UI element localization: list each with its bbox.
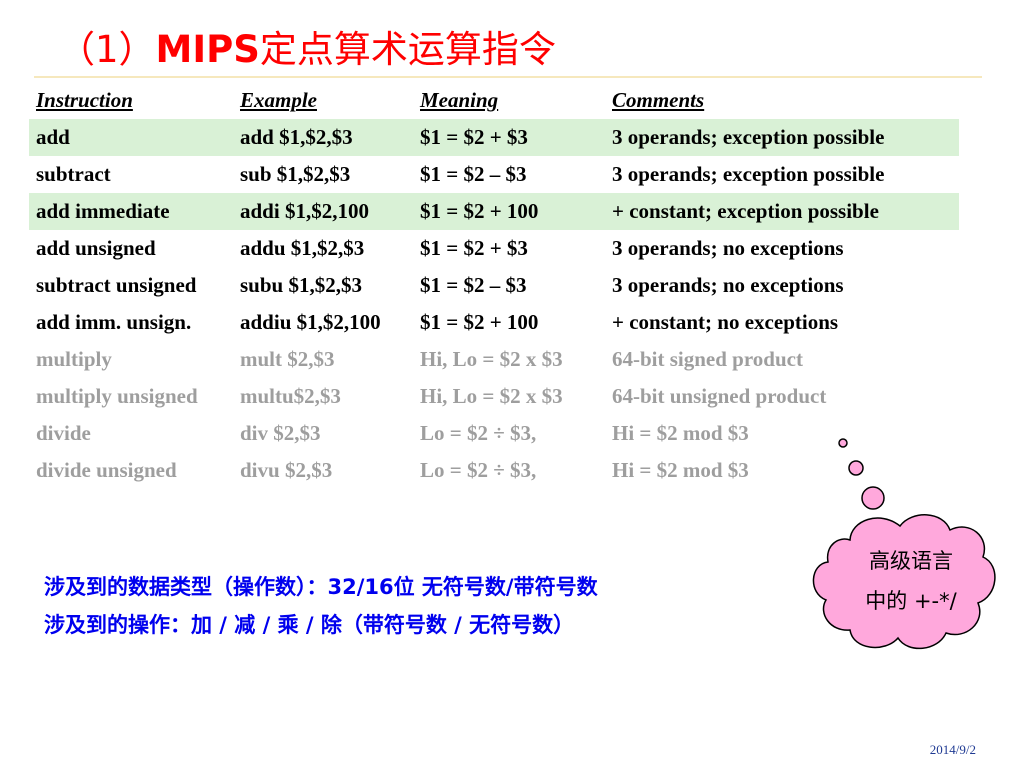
cell-example: divu $2,$3 <box>240 458 333 482</box>
cell-meaning: Lo = $2 ÷ $3, <box>420 458 537 482</box>
cell-meaning: $1 = $2 + $3 <box>413 119 605 156</box>
table-row: add add $1,$2,$3 $1 = $2 + $3 3 operands; e… <box>29 119 959 156</box>
cell-example: add $1,$2,$3 <box>233 119 413 156</box>
cell-comments: 3 operands; no exceptions <box>612 273 844 297</box>
cell-comments: 3 operands; exception possible <box>612 162 885 186</box>
cell-comments: Hi = $2 mod $3 <box>612 458 749 482</box>
table-row: divide div $2,$3 Lo = $2 ÷ $3, Hi = $2 mod … <box>29 415 959 452</box>
header-example: Example <box>240 88 317 112</box>
cell-meaning: Hi, Lo = $2 x $3 <box>420 384 563 408</box>
cell-comments: 3 operands; exception possible <box>605 119 959 156</box>
cell-instruction: add immediate <box>29 193 233 230</box>
table-row: subtract unsigned subu $1,$2,$3 $1 = $2 – … <box>29 267 959 304</box>
cell-instruction: subtract <box>36 162 111 186</box>
cell-example: div $2,$3 <box>240 421 321 445</box>
cell-example: sub $1,$2,$3 <box>240 162 351 186</box>
cell-comments: 3 operands; no exceptions <box>612 236 844 260</box>
cell-instruction: subtract unsigned <box>36 273 197 297</box>
cell-meaning: $1 = $2 + $3 <box>420 236 528 260</box>
cell-example: mult $2,$3 <box>240 347 335 371</box>
cell-meaning: $1 = $2 + 100 <box>420 310 539 334</box>
note-data-types: 涉及到的数据类型（操作数）：32/16位 无符号数/带符号数 <box>44 575 598 599</box>
notes-block: 涉及到的数据类型（操作数）：32/16位 无符号数/带符号数 涉及到的操作：加 … <box>44 568 598 644</box>
cell-comments: 64-bit signed product <box>612 347 803 371</box>
cell-example: subu $1,$2,$3 <box>240 273 362 297</box>
header-meaning: Meaning <box>420 88 499 112</box>
note-operations: 涉及到的操作：加 / 减 / 乘 / 除（带符号数 / 无符号数） <box>44 613 575 637</box>
cell-instruction: multiply <box>36 347 112 371</box>
header-instruction: Instruction <box>36 88 133 112</box>
table-body: add add $1,$2,$3 $1 = $2 + $3 3 operands; e… <box>29 119 959 489</box>
cell-example: addi $1,$2,100 <box>233 193 413 230</box>
table-row: multiply mult $2,$3 Hi, Lo = $2 x $3 64-bit… <box>29 341 959 378</box>
bubble-text: 高级语言 中的 +-*/ <box>836 541 986 621</box>
cell-instruction: add unsigned <box>36 236 156 260</box>
table-row: add imm. unsign. addiu $1,$2,100 $1 = $2 +… <box>29 304 959 341</box>
cell-meaning: $1 = $2 – $3 <box>420 273 527 297</box>
slide-title-prefix: （1） <box>58 28 156 71</box>
table-row: subtract sub $1,$2,$3 $1 = $2 – $3 3 operan… <box>29 156 959 193</box>
cell-comments: + constant; exception possible <box>605 193 959 230</box>
cell-comments: + constant; no exceptions <box>612 310 839 334</box>
title-divider <box>34 76 982 78</box>
cell-instruction: add imm. unsign. <box>36 310 192 334</box>
instruction-table: Instruction Example Meaning Comments add… <box>29 82 959 489</box>
cell-meaning: Lo = $2 ÷ $3, <box>420 421 537 445</box>
bubble-line-2: 中的 +-*/ <box>865 589 957 613</box>
cell-instruction: divide <box>36 421 91 445</box>
header-comments: Comments <box>612 88 705 112</box>
cell-example: addu $1,$2,$3 <box>240 236 365 260</box>
cell-example: addiu $1,$2,100 <box>240 310 381 334</box>
slide-title: （1）MIPS定点算术运算指令 <box>58 26 556 74</box>
cell-meaning: Hi, Lo = $2 x $3 <box>420 347 563 371</box>
slide-title-mips: MIPS <box>155 28 260 71</box>
cell-comments: Hi = $2 mod $3 <box>612 421 749 445</box>
cell-meaning: $1 = $2 + 100 <box>413 193 605 230</box>
cell-instruction: divide unsigned <box>36 458 177 482</box>
table-row: add immediate addi $1,$2,100 $1 = $2 + 100… <box>29 193 959 230</box>
cell-instruction: add <box>29 119 233 156</box>
table-row: divide unsigned divu $2,$3 Lo = $2 ÷ $3, Hi… <box>29 452 959 489</box>
slide-title-rest: 定点算术运算指令 <box>259 28 556 71</box>
table-row: add unsigned addu $1,$2,$3 $1 = $2 + $3 3 o… <box>29 230 959 267</box>
table-row: multiply unsigned multu$2,$3 Hi, Lo = $2 x… <box>29 378 959 415</box>
cell-comments: 64-bit unsigned product <box>612 384 827 408</box>
cell-meaning: $1 = $2 – $3 <box>420 162 527 186</box>
slide-date: 2014/9/2 <box>929 742 976 757</box>
cell-instruction: multiply unsigned <box>36 384 198 408</box>
table-header-row: Instruction Example Meaning Comments <box>29 82 959 119</box>
cell-example: multu$2,$3 <box>240 384 341 408</box>
bubble-line-1: 高级语言 <box>869 549 953 573</box>
thought-dot-large <box>861 486 885 510</box>
